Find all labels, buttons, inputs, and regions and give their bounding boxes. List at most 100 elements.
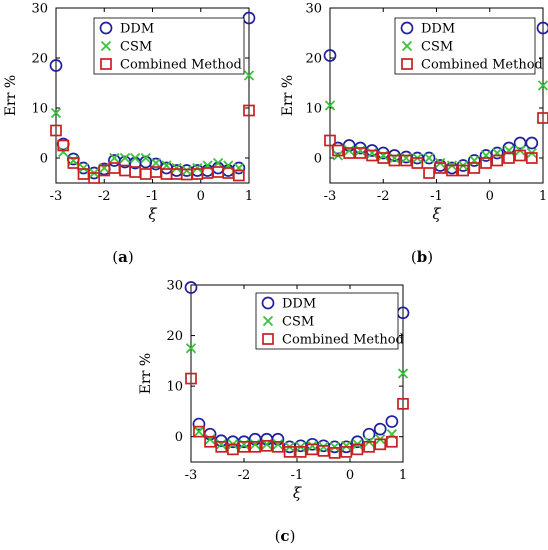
data-point	[341, 440, 352, 451]
y-tick-label: 30	[166, 279, 183, 294]
data-point	[354, 147, 367, 159]
data-point	[272, 440, 284, 453]
data-point	[185, 372, 197, 385]
data-point	[385, 415, 399, 428]
x-tick-label: -1	[430, 189, 443, 204]
legend-label: Combined Method	[282, 333, 404, 348]
data-point	[49, 59, 63, 72]
data-point	[423, 167, 435, 179]
x-axis-label: ξ	[432, 205, 441, 223]
legend-label: Combined Method	[120, 58, 242, 73]
legend-box	[255, 292, 399, 350]
y-tick-label: 20	[31, 52, 48, 67]
data-point	[129, 152, 141, 164]
data-point	[160, 161, 173, 175]
data-point	[317, 445, 330, 457]
x-tick-label: -2	[377, 189, 390, 204]
data-point	[108, 154, 121, 167]
data-point	[490, 146, 504, 160]
legend-marker	[261, 296, 275, 310]
x-tick-label: 1	[539, 189, 547, 204]
x-tick-label: -1	[146, 189, 159, 204]
legend-marker	[99, 21, 113, 35]
x-tick-label: 0	[346, 468, 354, 483]
data-point	[433, 159, 447, 172]
legend: DDM CSM Combined Method	[394, 17, 543, 75]
data-point	[184, 281, 198, 294]
data-point	[140, 152, 151, 164]
y-tick-label: 0	[175, 430, 183, 445]
data-point	[212, 157, 224, 169]
legend-label: Combined Method	[421, 58, 543, 73]
series-combined-method	[185, 372, 409, 459]
y-tick-label: 0	[314, 152, 322, 167]
data-point	[119, 152, 131, 164]
data-point	[502, 141, 516, 155]
data-point	[328, 447, 341, 459]
y-tick-label: 30	[305, 2, 322, 17]
data-point	[233, 169, 245, 182]
data-point	[249, 440, 261, 453]
data-point	[294, 446, 307, 458]
data-point	[366, 149, 378, 162]
legend-marker	[400, 21, 414, 35]
data-point	[536, 21, 548, 35]
data-point	[445, 161, 459, 175]
data-point	[514, 149, 526, 162]
data-point	[343, 147, 356, 159]
legend-box	[394, 17, 536, 75]
data-point	[351, 443, 364, 456]
data-point	[373, 422, 387, 436]
data-point	[457, 164, 469, 177]
data-point	[480, 157, 492, 169]
data-point	[397, 397, 409, 410]
data-point	[503, 152, 515, 164]
data-point	[446, 164, 458, 177]
data-point	[67, 157, 80, 169]
data-point	[193, 425, 205, 438]
data-point	[363, 440, 375, 453]
data-point	[386, 435, 398, 448]
data-point	[67, 152, 80, 166]
legend-label: CSM	[120, 40, 152, 55]
data-point	[226, 435, 240, 449]
data-point	[491, 154, 504, 167]
series-csm	[50, 70, 255, 179]
data-point	[525, 136, 539, 150]
data-point	[50, 124, 62, 137]
data-point	[362, 427, 376, 441]
x-axis-label: ξ	[148, 205, 157, 223]
data-point	[260, 439, 273, 452]
data-point	[204, 435, 216, 448]
data-point	[181, 165, 192, 176]
data-point	[422, 151, 436, 165]
x-tick-label: -3	[324, 189, 337, 204]
y-tick-label: 10	[305, 102, 322, 117]
data-point	[149, 157, 163, 171]
data-point	[324, 100, 336, 111]
data-point	[324, 134, 336, 147]
data-point	[215, 440, 228, 453]
x-tick-label: 1	[399, 468, 407, 483]
data-point	[411, 157, 424, 169]
data-point	[434, 162, 447, 174]
data-point	[388, 154, 401, 167]
legend-label: DDM	[120, 22, 154, 37]
legend-marker	[100, 40, 112, 52]
y-axis-label: Err %	[3, 75, 19, 116]
y-tick-label: 30	[31, 2, 48, 17]
legend: DDM CSM Combined Method	[255, 292, 404, 350]
data-point	[50, 107, 62, 119]
x-tick-label: -2	[238, 468, 251, 483]
series-combined-method	[50, 104, 255, 184]
y-tick-label: 10	[31, 102, 48, 117]
legend-marker	[262, 333, 274, 345]
data-point	[238, 440, 250, 453]
x-tick-label: 0	[197, 189, 205, 204]
data-point	[397, 368, 409, 379]
panel-caption: (c)	[275, 527, 296, 545]
y-tick-label: 10	[166, 380, 183, 395]
data-point	[537, 112, 548, 124]
